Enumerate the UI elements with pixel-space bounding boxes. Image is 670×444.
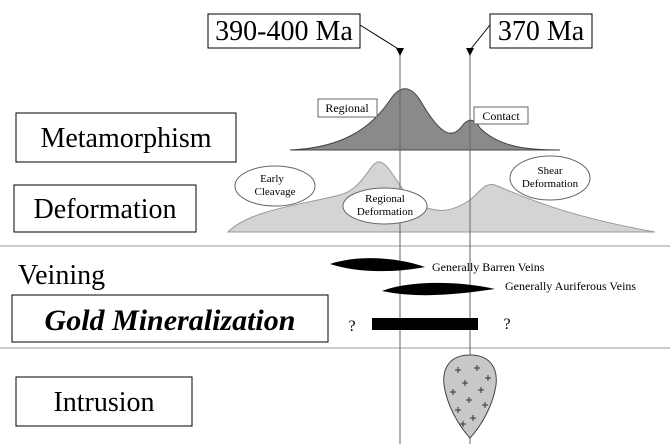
- vein-label: Generally Barren Veins: [432, 260, 545, 274]
- intrusion-pattern: [450, 365, 491, 427]
- leader: [359, 24, 401, 51]
- intrusion-body: [443, 354, 497, 439]
- arrow: [466, 48, 474, 56]
- curve-label: Deformation: [522, 178, 579, 190]
- arrow: [396, 48, 404, 56]
- row-label: Metamorphism: [40, 123, 211, 154]
- label-ellipse: [234, 165, 316, 207]
- time-label: 370 Ma: [498, 16, 585, 47]
- uncertain-mark: ?: [503, 316, 510, 333]
- leader: [469, 24, 491, 51]
- row-label: Veining: [18, 260, 105, 291]
- time-box: [207, 13, 361, 49]
- gold-bar: [372, 318, 478, 330]
- curve-label: Contact: [482, 109, 520, 123]
- curve-label: Deformation: [357, 206, 414, 218]
- metamorphism-curve: [289, 88, 561, 151]
- curve-label: Early: [260, 173, 284, 185]
- time-label: 390-400 Ma: [215, 16, 353, 47]
- curve-label: Cleavage: [255, 186, 296, 198]
- vein-lens: [382, 282, 495, 296]
- row-box: [15, 376, 193, 427]
- label-ellipse: [342, 187, 428, 225]
- row-box: [13, 184, 197, 233]
- uncertain-mark: ?: [348, 318, 355, 335]
- vein-label: Generally Auriferous Veins: [505, 279, 636, 293]
- row-box: [15, 112, 237, 163]
- row-box: [11, 294, 329, 343]
- curve-label: Regional: [325, 101, 369, 115]
- row-label: Gold Mineralization: [45, 304, 296, 337]
- curve-label: Regional: [365, 193, 405, 205]
- label-box: [473, 106, 529, 125]
- curve-label: Shear: [537, 165, 562, 177]
- row-label: Intrusion: [53, 387, 154, 418]
- label-box: [317, 98, 378, 118]
- time-box: [489, 13, 593, 49]
- label-ellipse: [509, 155, 591, 201]
- row-label: Deformation: [33, 194, 176, 225]
- vein-lens: [330, 258, 425, 272]
